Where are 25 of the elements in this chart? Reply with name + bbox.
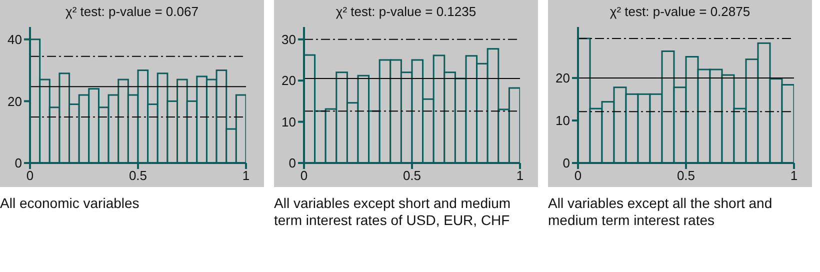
chart-title: χ² test: p-value = 0.067 <box>64 4 200 19</box>
x-tick-label: 1 <box>516 168 524 184</box>
x-tick-label: 0.5 <box>402 168 422 184</box>
y-tick-label: 30 <box>282 32 296 47</box>
y-tick-label: 20 <box>282 73 296 88</box>
y-tick-label: 20 <box>556 70 570 86</box>
y-tick-label: 10 <box>556 113 570 128</box>
text: All economic variables <box>0 195 140 212</box>
y-tick-label: 40 <box>8 32 22 47</box>
x-tick-label: 1 <box>242 168 250 184</box>
x-tick-label: 0 <box>574 168 582 184</box>
y-tick-label: 0 <box>562 156 570 171</box>
text: All variables except short and medium term interest rates of USD, EUR, CHF <box>274 195 512 229</box>
y-tick-label: 10 <box>282 114 296 130</box>
x-tick-label: 0 <box>300 168 308 184</box>
y-tick-label: 20 <box>8 94 22 109</box>
x-tick-label: 1 <box>790 168 798 184</box>
x-tick-label: 0.5 <box>128 168 148 184</box>
chart-title: χ² test: p-value = 0.1235 <box>334 4 478 19</box>
y-tick-label: 0 <box>288 156 296 171</box>
y-tick-label: 0 <box>14 156 22 171</box>
x-tick-label: 0 <box>26 168 34 184</box>
text: All variables except all the short and medium term interest rates <box>548 195 774 229</box>
chart-title: χ² test: p-value = 0.2875 <box>608 4 752 19</box>
x-tick-label: 0.5 <box>676 168 696 184</box>
